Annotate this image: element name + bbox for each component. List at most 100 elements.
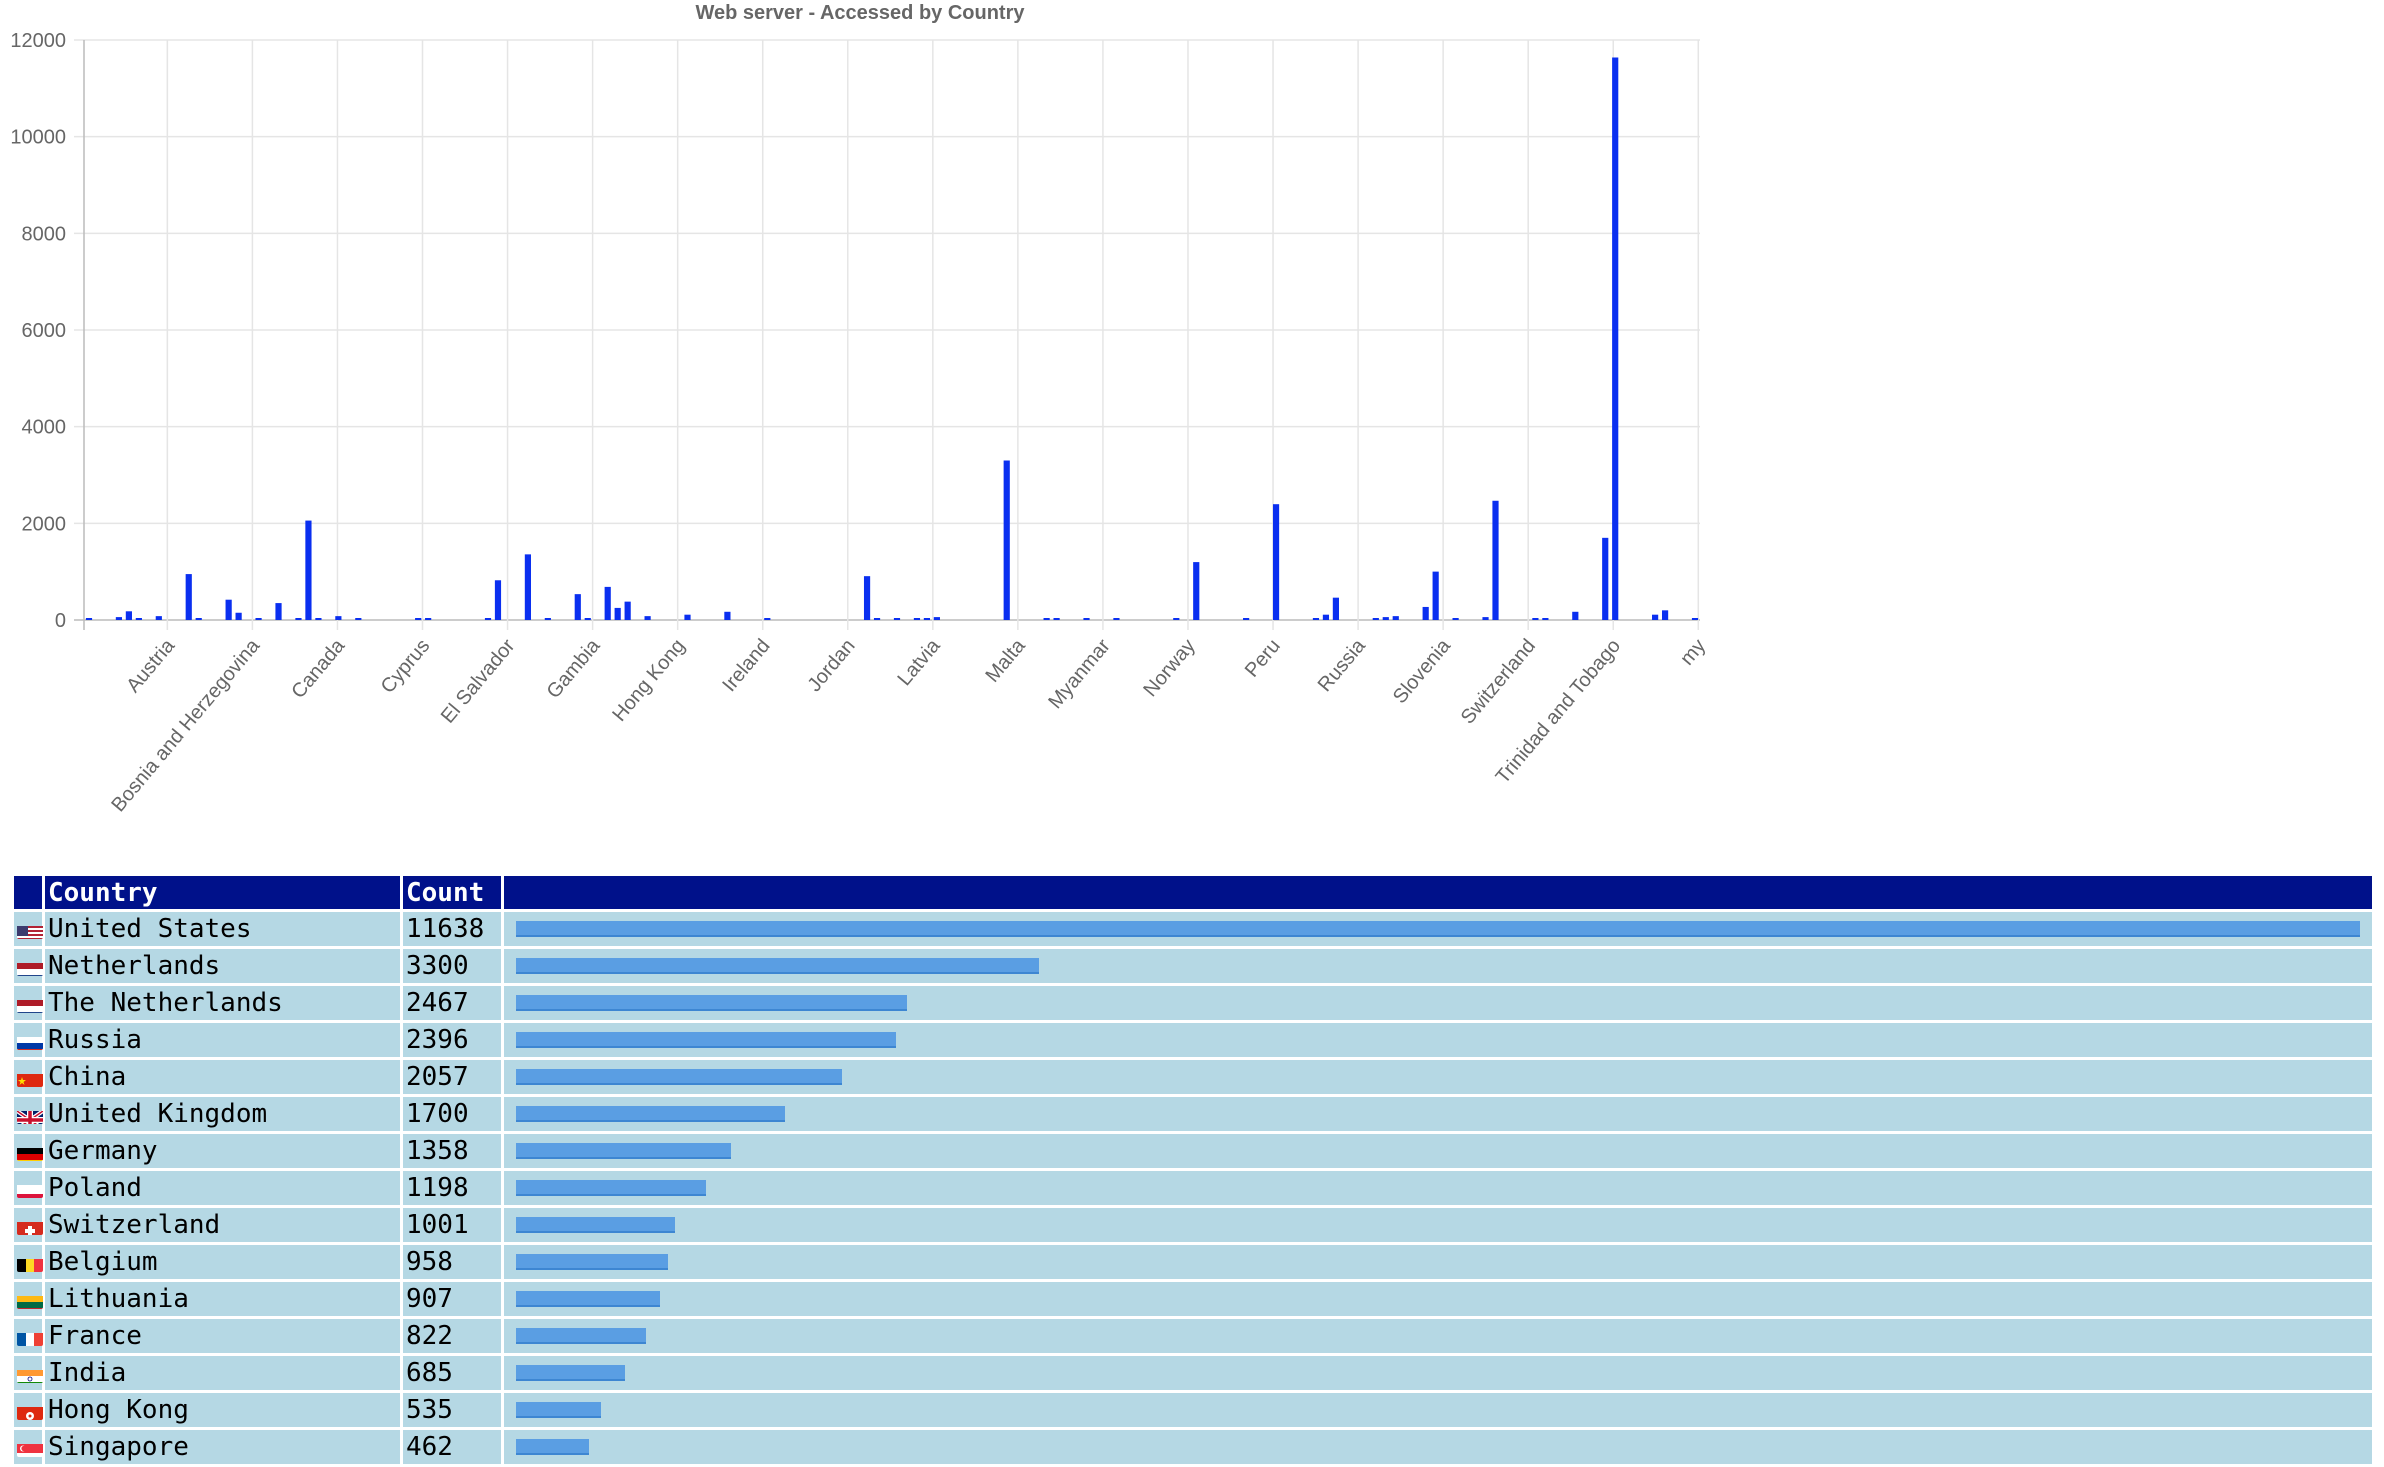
bar-chart: Web server - Accessed by Country 0 2000 40… [0, 0, 1720, 830]
flag-cell [14, 1393, 43, 1427]
bar [305, 520, 312, 620]
count-bar [516, 1180, 706, 1196]
bar [1661, 610, 1669, 620]
bar [335, 616, 342, 620]
bar [484, 618, 492, 620]
bar [85, 618, 93, 620]
in-flag-icon [17, 1365, 43, 1383]
country-cell: United States [45, 912, 400, 946]
bar-cell [504, 1319, 2372, 1353]
bar [1322, 614, 1330, 620]
bar [225, 599, 232, 620]
table-row: China 2057 [14, 1060, 2372, 1094]
table-body: United States 11638 Netherlands 3300 The Net… [14, 912, 2372, 1464]
bar [1691, 618, 1699, 620]
count-bar [516, 1439, 590, 1455]
bar [544, 618, 551, 620]
count-bar [516, 1402, 601, 1418]
bar-cell [504, 912, 2372, 946]
country-cell: India [45, 1356, 400, 1390]
country-table: Country Count United States 11638 Netherla… [11, 873, 2375, 1467]
flag-cell [14, 912, 43, 946]
country-cell: Germany [45, 1134, 400, 1168]
count-cell: 3300 [403, 949, 501, 983]
hk-flag-icon [17, 1402, 43, 1420]
bar [1003, 460, 1010, 620]
bar [1272, 504, 1280, 620]
table-row: Belgium 958 [14, 1245, 2372, 1279]
de-flag-icon [17, 1143, 43, 1161]
x-tick-label: Malta [981, 634, 1030, 686]
country-cell: Belgium [45, 1245, 400, 1279]
x-tick-label: Latvia [893, 634, 945, 690]
table-row: India 685 [14, 1356, 2372, 1390]
bars [85, 57, 1699, 621]
bar [1382, 617, 1389, 620]
pl-flag-icon [17, 1180, 43, 1198]
y-tick-label: 8000 [22, 223, 67, 245]
x-tick-label: Canada [287, 634, 349, 702]
count-bar [516, 1291, 660, 1307]
bar [1173, 618, 1180, 620]
bar [923, 618, 931, 620]
flag-cell [14, 1060, 43, 1094]
flag-cell [14, 1430, 43, 1464]
cn-flag-icon [17, 1069, 43, 1087]
bar-cell [504, 949, 2372, 983]
flag-cell [14, 1134, 43, 1168]
bar [235, 612, 242, 620]
bar [1532, 618, 1539, 620]
x-tick-label: Hong Kong [608, 635, 689, 726]
bar [524, 554, 531, 620]
bar [604, 586, 611, 620]
bar [1083, 618, 1090, 620]
x-tick-label: Slovenia [1389, 634, 1456, 708]
bar-cell [504, 1060, 2372, 1094]
chart-title: Web server - Accessed by Country [695, 2, 1025, 24]
bar-cell [504, 1097, 2372, 1131]
country-cell: The Netherlands [45, 986, 400, 1020]
bar-cell [504, 1282, 2372, 1316]
bar [644, 616, 651, 620]
bar [614, 607, 621, 620]
table-row: Lithuania 907 [14, 1282, 2372, 1316]
table-row: Hong Kong 535 [14, 1393, 2372, 1427]
be-flag-icon [17, 1254, 43, 1272]
y-tick-label: 0 [55, 610, 66, 632]
bar [115, 617, 123, 620]
country-cell: Switzerland [45, 1208, 400, 1242]
bar [125, 611, 132, 620]
bar [1482, 617, 1489, 620]
x-tick-label: Norway [1139, 635, 1199, 701]
count-cell: 1358 [403, 1134, 501, 1168]
nl-flag-icon [17, 958, 43, 976]
x-tick-label: Gambia [543, 634, 605, 702]
bar-cell [504, 1393, 2372, 1427]
country-column-header[interactable]: Country [45, 876, 400, 909]
country-cell: France [45, 1319, 400, 1353]
count-cell: 11638 [403, 912, 501, 946]
country-cell: Netherlands [45, 949, 400, 983]
bar [135, 618, 142, 620]
count-bar [516, 958, 1039, 974]
count-column-header[interactable]: Count [403, 876, 501, 909]
bar [1432, 571, 1439, 620]
flag-cell [14, 1319, 43, 1353]
bar [1452, 618, 1459, 620]
count-bar [516, 1328, 647, 1344]
bar-cell [504, 1171, 2372, 1205]
bar [913, 618, 921, 620]
country-cell: Russia [45, 1023, 400, 1057]
count-bar [516, 1254, 668, 1270]
flag-cell [14, 986, 43, 1020]
y-tick-label: 2000 [22, 513, 67, 535]
count-cell: 1001 [403, 1208, 501, 1242]
table-row: Russia 2396 [14, 1023, 2372, 1057]
bar [155, 616, 162, 620]
count-bar [516, 1365, 625, 1381]
bar [574, 594, 581, 620]
table-row: Germany 1358 [14, 1134, 2372, 1168]
bar [275, 603, 282, 620]
bar [1392, 616, 1399, 620]
